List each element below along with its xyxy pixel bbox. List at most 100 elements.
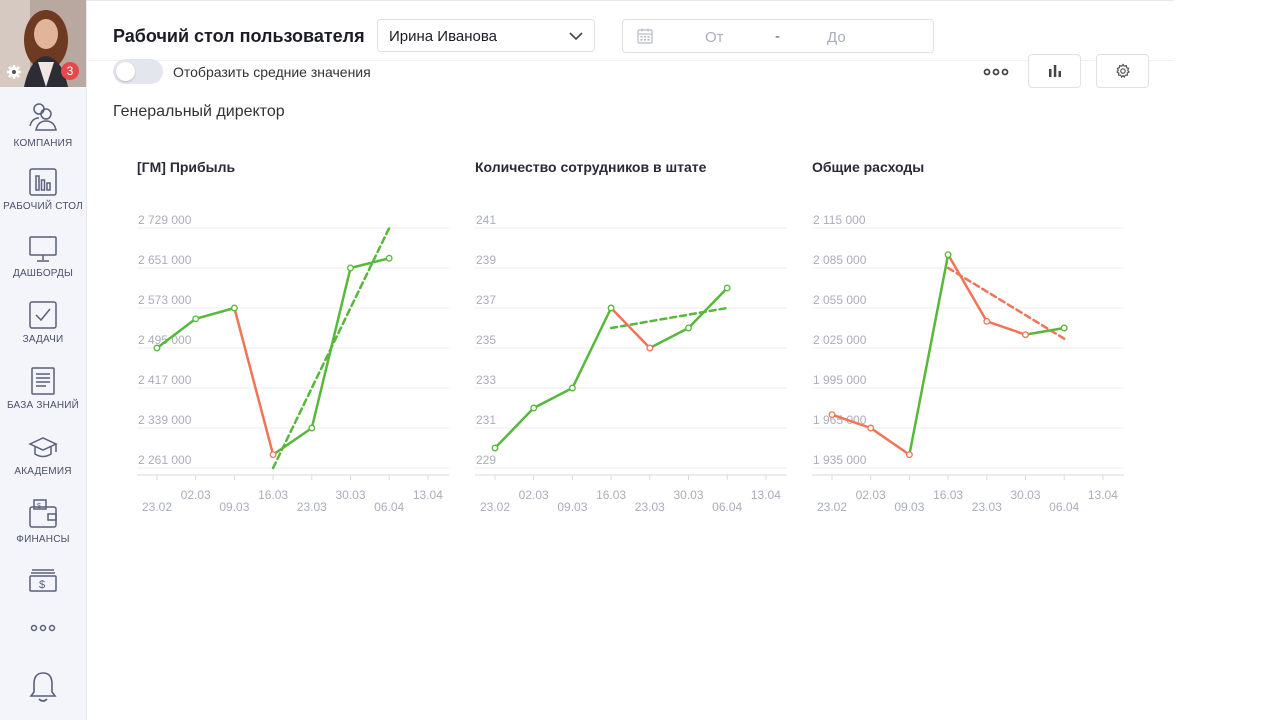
chart-title: Общие расходы <box>812 159 925 175</box>
series-segment <box>1024 326 1066 336</box>
data-point <box>347 264 354 272</box>
series-segment <box>830 413 872 430</box>
x-tick-label: 16.03 <box>258 488 288 502</box>
y-tick-label: 233 <box>476 373 496 387</box>
wallet-icon: $ <box>29 499 57 528</box>
chart-view-button[interactable] <box>1028 54 1081 88</box>
chart-svg: 2 729 000 2 651 000 2 573 000 2 495 000 2 41… <box>137 213 449 514</box>
svg-text:$: $ <box>39 579 45 591</box>
data-point <box>1060 324 1068 332</box>
gear-icon[interactable] <box>6 64 22 80</box>
series-segment <box>571 306 613 390</box>
x-tick-label: 09.03 <box>557 500 587 514</box>
settings-button[interactable] <box>1096 54 1149 88</box>
series-segment <box>648 326 690 350</box>
chart-svg: 241 239 237 235 233 231 229 23.02 09.03 23.03 06.0… <box>475 213 787 514</box>
data-point <box>153 344 161 352</box>
y-tick-label: 1 995 000 <box>813 373 867 387</box>
sidebar-item-academy[interactable]: АКАДЕМИЯ <box>0 434 86 477</box>
avatar[interactable]: 3 <box>0 0 86 87</box>
series-segment <box>908 253 950 456</box>
sidebar-item-dashboards[interactable]: ДАШБОРДЫ <box>0 234 86 279</box>
series-segment <box>609 306 652 350</box>
y-tick-label: 2 085 000 <box>813 253 867 267</box>
calendar-icon <box>637 28 653 44</box>
x-tick-label: 23.03 <box>972 500 1002 514</box>
sidebar-item-cash[interactable]: $ <box>0 567 86 593</box>
data-point <box>607 304 615 312</box>
x-tick-label: 13.04 <box>751 488 781 502</box>
graduation-cap-icon <box>28 437 58 458</box>
user-select[interactable]: Ирина Иванова <box>377 19 595 52</box>
data-point <box>646 344 654 352</box>
series-segment <box>310 266 352 430</box>
x-tick-label: 23.02 <box>142 500 172 514</box>
sidebar: 3 КОМПАНИЯ РАБОЧИЙ СТОЛ ДАШБОРДЫ ЗАДАЧИ … <box>0 0 87 720</box>
more-icon <box>30 624 56 632</box>
chart-title: [ГМ] Прибыль <box>137 159 236 175</box>
sidebar-item-company[interactable]: КОМПАНИЯ <box>0 100 86 149</box>
sidebar-item-knowledge-base[interactable]: БАЗА ЗНАНИЙ <box>0 366 86 411</box>
y-tick-label: 2 115 000 <box>813 213 866 227</box>
data-point <box>568 384 576 392</box>
y-tick-label: 2 261 000 <box>138 453 192 467</box>
data-point <box>905 451 913 459</box>
sidebar-item-finance[interactable]: $ ФИНАНСЫ <box>0 498 86 545</box>
sidebar-item-label: ДАШБОРДЫ <box>12 268 74 279</box>
trend-line <box>946 266 1066 340</box>
date-separator: - <box>775 28 780 45</box>
sidebar-item-tasks[interactable]: ЗАДАЧИ <box>0 300 86 345</box>
date-to-field[interactable]: До <box>827 29 846 46</box>
settings-icon <box>1115 63 1130 79</box>
cash-icon: $ <box>29 569 57 592</box>
y-tick-label: 229 <box>476 453 496 467</box>
date-from-field[interactable]: От <box>705 29 724 46</box>
data-point <box>308 424 316 432</box>
series-segment <box>349 257 391 270</box>
sidebar-item-desktop[interactable]: РАБОЧИЙ СТОЛ <box>0 167 86 212</box>
user-select-value: Ирина Иванова <box>389 28 497 45</box>
x-tick-label: 02.03 <box>519 488 549 502</box>
toggle-knob <box>116 62 135 81</box>
desktop-chart-icon <box>29 168 57 196</box>
show-averages-toggle[interactable] <box>113 59 163 84</box>
y-tick-label: 231 <box>476 413 496 427</box>
x-tick-label: 23.03 <box>635 500 665 514</box>
x-tick-label: 30.03 <box>335 488 365 502</box>
section-title: Генеральный директор <box>113 103 285 120</box>
chart-svg: 2 115 000 2 085 000 2 055 000 2 025 000 1 99… <box>812 213 1124 514</box>
x-tick-label: 30.03 <box>673 488 703 502</box>
chart-title: Количество сотрудников в штате <box>475 159 707 175</box>
x-tick-label: 09.03 <box>219 500 249 514</box>
x-tick-label: 16.03 <box>933 488 963 502</box>
series-segment <box>194 306 236 321</box>
series-segment <box>985 320 1027 336</box>
y-tick-label: 2 055 000 <box>813 293 867 307</box>
data-point <box>685 324 692 332</box>
x-tick-label: 06.04 <box>712 500 742 514</box>
series-segment <box>687 286 729 330</box>
x-tick-label: 13.04 <box>413 488 443 502</box>
sidebar-item-label: БАЗА ЗНАНИЙ <box>6 400 80 411</box>
series-segment <box>271 426 314 456</box>
sidebar-more[interactable] <box>0 622 86 634</box>
data-point <box>385 254 393 262</box>
x-tick-label: 02.03 <box>856 488 886 502</box>
x-tick-label: 06.04 <box>374 500 404 514</box>
series-segment <box>869 426 911 456</box>
data-point <box>269 451 277 459</box>
sidebar-notifications[interactable] <box>0 670 86 704</box>
y-tick-label: 2 339 000 <box>138 413 192 427</box>
series-segment <box>155 317 197 350</box>
x-tick-label: 23.02 <box>817 500 847 514</box>
chart-expenses: Общие расходы 2 115 000 2 085 000 2 055 00… <box>812 140 1142 520</box>
monitor-icon <box>29 236 57 262</box>
x-tick-label: 23.03 <box>297 500 327 514</box>
data-point <box>230 304 238 312</box>
more-options-button[interactable] <box>980 62 1012 82</box>
date-range-picker[interactable]: От - До <box>622 19 934 53</box>
data-point <box>530 404 538 412</box>
data-point <box>192 315 200 323</box>
avatar-photo <box>0 0 86 87</box>
y-tick-label: 2 573 000 <box>138 293 192 307</box>
